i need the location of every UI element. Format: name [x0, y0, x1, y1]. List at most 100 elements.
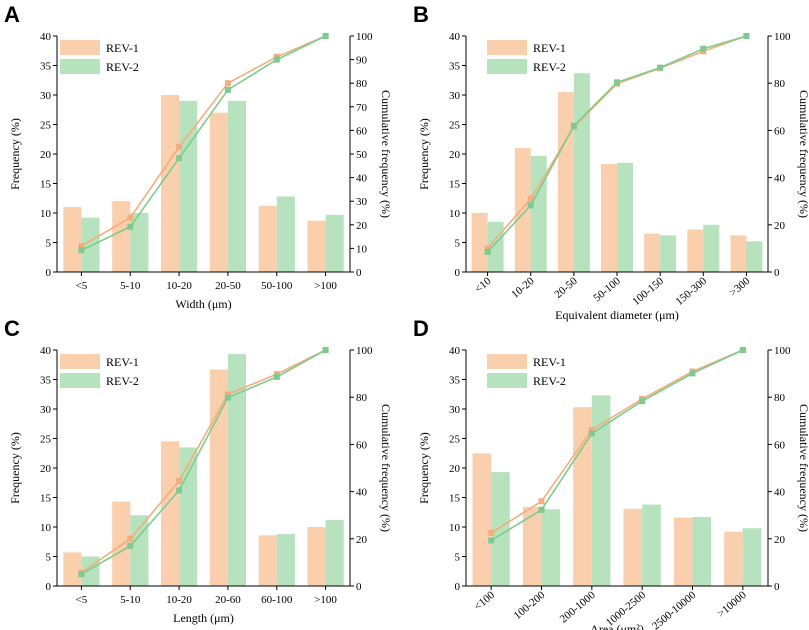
cumulative-marker-rev-1-2 — [176, 143, 183, 150]
bar-rev-1-2 — [573, 407, 592, 586]
cumulative-marker-rev-1-1 — [127, 535, 134, 542]
x-tick-label: >100 — [314, 280, 337, 292]
y2-tick-label: 80 — [356, 78, 368, 90]
cumulative-marker-rev-2-5 — [322, 33, 329, 39]
bar-rev-1-3 — [601, 164, 617, 272]
cumulative-marker-rev-1-0 — [78, 243, 85, 249]
cumulative-marker-rev-2-4 — [273, 373, 280, 380]
legend-swatch-rev-1 — [60, 40, 100, 55]
bar-rev-2-0 — [491, 472, 510, 586]
bar-rev-1-0 — [63, 552, 82, 586]
bar-rev-1-1 — [514, 148, 531, 272]
bar-rev-2-3 — [617, 162, 633, 272]
cumulative-line-rev-1 — [80, 349, 326, 574]
bar-rev-1-1 — [522, 506, 542, 586]
bar-rev-1-2 — [557, 92, 574, 272]
y2-tick-label: 100 — [356, 345, 373, 357]
y-tick-label: 30 — [40, 90, 52, 102]
legend-label-rev-1: REV-1 — [533, 41, 566, 55]
x-tick-label: <10 — [473, 275, 494, 296]
bar-rev-2-2 — [573, 73, 590, 272]
y2-axis-title: Cumulative frequency (%) — [797, 90, 809, 218]
cumulative-marker-rev-2-4 — [689, 370, 696, 377]
y2-tick-label: 40 — [774, 487, 786, 499]
cumulative-marker-rev-2-2 — [176, 487, 183, 494]
bar-rev-2-6 — [746, 241, 763, 272]
chart-panel-d: D 0 5 10 15 20 25 30 35 40 0 20 40 60 80 100 <100 100-200… — [413, 316, 809, 630]
x-tick-label: 10-20 — [509, 275, 537, 301]
panel-label: D — [413, 316, 429, 341]
cumulative-marker-rev-2-1 — [127, 223, 134, 230]
x-axis-title: Width (μm) — [175, 297, 231, 311]
y-tick-label: 40 — [40, 31, 52, 43]
legend-label-rev-2: REV-2 — [533, 60, 566, 74]
y-tick-label: 35 — [449, 61, 461, 73]
y2-tick-label: 50 — [356, 149, 368, 161]
x-tick-label: <100 — [472, 589, 497, 613]
x-tick-label: 200-1000 — [558, 589, 598, 626]
cumulative-marker-rev-2-1 — [127, 542, 134, 549]
legend-label-rev-2: REV-2 — [106, 60, 139, 74]
x-tick-label: 50-100 — [591, 275, 623, 305]
bar-rev-2-1 — [530, 155, 547, 272]
y2-tick-label: 30 — [356, 196, 368, 208]
x-tick-label: <5 — [76, 594, 88, 606]
cumulative-marker-rev-2-4 — [657, 64, 664, 71]
y-tick-label: 30 — [449, 90, 461, 102]
y2-axis-title: Cumulative frequency (%) — [379, 404, 393, 532]
legend-swatch-rev-2 — [60, 59, 100, 74]
cumulative-marker-rev-2-1 — [527, 202, 534, 209]
y-axis-title: Frequency (%) — [8, 432, 22, 504]
bar-rev-2-1 — [130, 213, 149, 272]
bar-rev-2-4 — [276, 534, 295, 586]
y2-axis-title: Cumulative frequency (%) — [379, 90, 393, 218]
cumulative-marker-rev-2-2 — [570, 122, 577, 129]
bar-rev-2-3 — [642, 504, 661, 586]
panel-label: A — [4, 2, 20, 27]
bar-rev-2-5 — [325, 519, 344, 586]
cumulative-marker-rev-1-3 — [224, 391, 231, 398]
y2-tick-label: 100 — [774, 345, 791, 357]
chart-panel-b: B 0 5 10 15 20 25 30 35 40 0 20 40 60 80 100 <10 10-20 20-… — [413, 2, 809, 322]
y-tick-label: 15 — [449, 493, 461, 505]
legend-label-rev-1: REV-1 — [533, 355, 566, 369]
bar-rev-1-0 — [472, 453, 492, 587]
legend: REV-1 REV-2 — [487, 40, 566, 74]
legend: REV-1 REV-2 — [60, 354, 139, 388]
y-tick-label: 15 — [449, 179, 461, 191]
y-tick-label: 25 — [40, 434, 52, 446]
y2-axis-title: Cumulative frequency (%) — [797, 404, 809, 532]
cumulative-marker-rev-2-3 — [224, 394, 231, 401]
y-tick-label: 25 — [40, 120, 52, 132]
bar-rev-1-5 — [724, 531, 743, 586]
y2-tick-label: 10 — [356, 243, 368, 255]
y2-tick-label: 100 — [356, 31, 373, 43]
legend: REV-1 REV-2 — [60, 40, 139, 74]
legend-swatch-rev-1 — [487, 354, 527, 369]
x-tick-label: 50-100 — [261, 280, 293, 292]
y2-tick-label: 0 — [774, 581, 780, 593]
y-tick-label: 5 — [46, 238, 52, 250]
y-tick-label: 10 — [40, 522, 52, 534]
cumulative-marker-rev-2-6 — [743, 33, 750, 39]
y2-tick-label: 0 — [356, 581, 362, 593]
chart-panel-c: C 0 5 10 15 20 25 30 35 40 0 20 40 60 80 100 <5 5-10 10-20… — [4, 316, 393, 625]
cumulative-line-rev-2 — [490, 349, 744, 542]
legend: REV-1 REV-2 — [487, 354, 566, 388]
x-tick-label: >300 — [727, 275, 752, 299]
y-tick-label: 10 — [40, 208, 52, 220]
bar-rev-2-2 — [179, 100, 198, 273]
cumulative-marker-rev-2-0 — [78, 247, 85, 254]
y-tick-label: 35 — [40, 61, 52, 73]
y2-tick-label: 100 — [774, 31, 791, 43]
cumulative-marker-rev-2-3 — [614, 79, 620, 86]
bar-rev-2-1 — [130, 515, 149, 586]
y-tick-label: 40 — [40, 345, 52, 357]
y-tick-label: 5 — [46, 552, 52, 564]
cumulative-marker-rev-1-1 — [538, 498, 545, 505]
y2-tick-label: 60 — [356, 125, 368, 137]
cumulative-marker-rev-2-5 — [322, 347, 329, 353]
y2-tick-label: 40 — [774, 173, 786, 185]
cumulative-marker-rev-2-4 — [273, 56, 280, 63]
